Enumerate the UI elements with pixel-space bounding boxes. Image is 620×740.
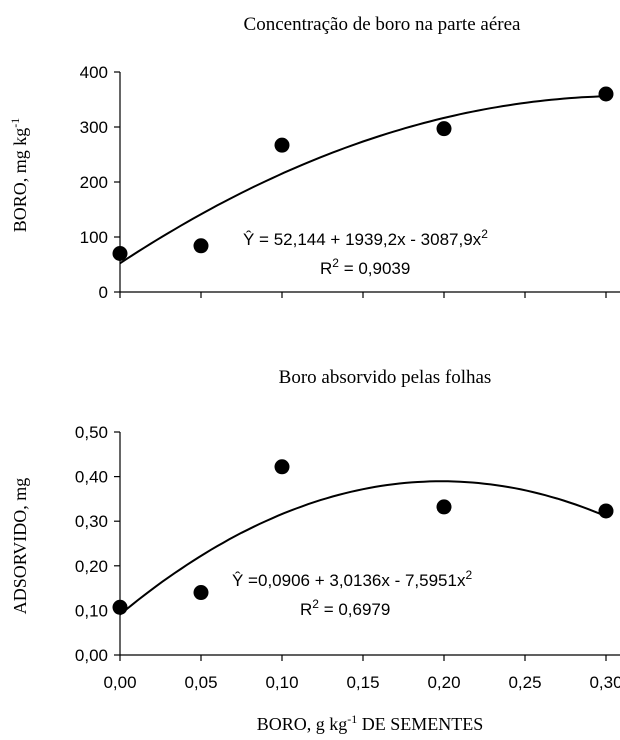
y-tick-label: 400: [80, 63, 108, 82]
chart-boron-absorbed: Boro absorvido pelas folhas ADSORVIDO, m…: [10, 367, 620, 734]
y-tick-label: 0: [99, 283, 108, 302]
chart2-xlabel-part1: BORO, g kg: [257, 714, 348, 734]
chart2-xlabel: BORO, g kg-1 DE SEMENTES: [257, 712, 484, 734]
y-tick-label: 300: [80, 118, 108, 137]
x-tick-label: 0,20: [427, 673, 460, 692]
chart2-equation-main: Ŷ =0,0906 + 3,0136x - 7,5951x: [232, 571, 466, 590]
chart1-r2: R2 = 0,9039: [320, 256, 410, 278]
data-point: [436, 121, 452, 137]
chart1-ylabel-sup: -1: [8, 118, 22, 128]
y-tick-label: 0,30: [75, 512, 108, 531]
chart1-equation-sup: 2: [481, 227, 488, 241]
y-tick-label: 0,00: [75, 646, 108, 665]
chart1-ylabel: BORO, mg kg-1: [8, 118, 30, 233]
chart2-r2-prefix: R: [300, 600, 312, 619]
chart1-ylabel-main: BORO, mg kg: [10, 128, 30, 233]
data-point: [193, 238, 209, 254]
y-tick-label: 0,50: [75, 423, 108, 442]
chart1-r2-sup: 2: [332, 256, 339, 270]
y-tick-label: 0,40: [75, 468, 108, 487]
x-tick-label: 0,00: [103, 673, 136, 692]
data-point: [112, 246, 128, 261]
chart1-title: Concentração de boro na parte aérea: [244, 14, 521, 35]
data-point: [274, 137, 290, 153]
x-tick-label: 0,25: [508, 673, 541, 692]
chart2-xlabel-sup: -1: [347, 712, 357, 726]
chart2-equation-sup: 2: [465, 568, 472, 582]
chart1-fit-curve: [119, 95, 607, 265]
x-tick-label: 0,15: [346, 673, 379, 692]
chart2-equation: Ŷ =0,0906 + 3,0136x - 7,5951x2: [232, 568, 472, 590]
chart2-title: Boro absorvido pelas folhas: [279, 367, 492, 388]
y-tick-label: 200: [80, 173, 108, 192]
data-point: [193, 585, 209, 601]
data-point: [436, 499, 452, 515]
chart1-points: [112, 86, 614, 261]
chart2-points: [112, 459, 614, 615]
chart2-r2: R2 = 0,6979: [300, 597, 390, 619]
chart1-y-ticks: 0 100 200 300 400: [80, 63, 120, 302]
chart1-equation: Ŷ = 52,144 + 1939,2x - 3087,9x2: [243, 227, 488, 249]
y-tick-label: 0,10: [75, 601, 108, 620]
chart2-r2-sup: 2: [312, 597, 319, 611]
chart1-x-ticks: [119, 292, 607, 298]
chart1-r2-prefix: R: [320, 259, 332, 278]
chart1-r2-value: = 0,9039: [339, 259, 410, 278]
data-point: [274, 459, 290, 475]
y-tick-label: 100: [80, 228, 108, 247]
data-point: [112, 599, 128, 615]
y-tick-label: 0,20: [75, 557, 108, 576]
chart2-ylabel: ADSORVIDO, mg: [10, 478, 30, 615]
chart2-xlabel-part2: DE SEMENTES: [357, 714, 483, 734]
chart-boron-concentration: Concentração de boro na parte aérea BORO…: [8, 14, 620, 302]
x-tick-label: 0,30: [589, 673, 620, 692]
chart1-equation-main: Ŷ = 52,144 + 1939,2x - 3087,9x: [243, 230, 482, 249]
chart2-fit-curve: [119, 480, 607, 616]
x-tick-label: 0,10: [265, 673, 298, 692]
chart2-x-ticks: 0,00 0,05 0,10 0,15 0,20 0,25 0,30: [103, 655, 620, 692]
chart2-r2-value: = 0,6979: [319, 600, 390, 619]
data-point: [598, 86, 614, 102]
data-point: [598, 503, 614, 519]
x-tick-label: 0,05: [184, 673, 217, 692]
chart2-y-ticks: 0,00 0,10 0,20 0,30 0,40 0,50: [75, 423, 120, 665]
